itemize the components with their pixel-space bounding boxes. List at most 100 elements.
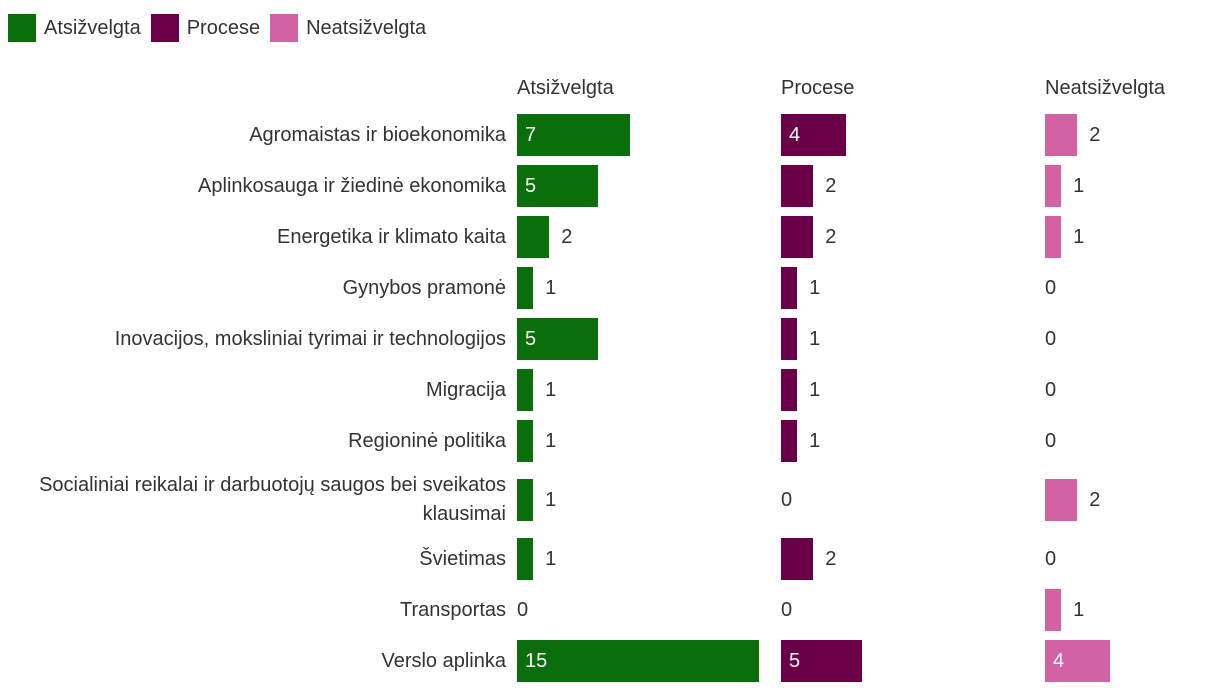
bar <box>1045 216 1062 258</box>
bar <box>517 479 534 521</box>
cell: 2 <box>781 165 1045 207</box>
bar <box>1045 114 1078 156</box>
value-label: 5 <box>525 175 537 197</box>
legend: Atsižvelgta Procese Neatsižvelgta <box>8 14 426 42</box>
bar: 4 <box>1045 640 1110 682</box>
value-label: 1 <box>545 276 557 299</box>
column-header: Neatsižvelgta <box>1045 77 1166 99</box>
value-label: 5 <box>525 328 537 350</box>
legend-label: Procese <box>186 16 261 39</box>
bar <box>781 420 798 462</box>
cell: 15 <box>517 640 781 682</box>
bar: 5 <box>517 165 598 207</box>
legend-label: Atsižvelgta <box>44 16 141 39</box>
spacer <box>0 74 517 105</box>
bar <box>781 165 814 207</box>
value-label: 1 <box>1073 225 1085 248</box>
value-label: 0 <box>1045 429 1057 452</box>
cell: 1 <box>1045 216 1210 258</box>
value-label: 0 <box>781 598 793 621</box>
cell: 2 <box>781 538 1045 580</box>
cell: 0 <box>1045 318 1210 360</box>
plot: Atsižvelgta Procese Neatsižvelgta Agromaist… <box>0 74 1210 682</box>
bar <box>517 369 534 411</box>
cell: 7 <box>517 114 781 156</box>
bar <box>517 267 534 309</box>
column-header: Procese <box>781 77 855 99</box>
bar <box>781 369 798 411</box>
value-label: 5 <box>789 650 801 672</box>
bar <box>1045 165 1062 207</box>
legend-item: Neatsižvelgta <box>270 14 426 42</box>
row-label: Agromaistas ir bioekonomika <box>249 123 506 146</box>
bar <box>1045 589 1062 631</box>
legend-item: Atsižvelgta <box>8 14 141 42</box>
cell: 4 <box>1045 640 1210 682</box>
legend-swatch <box>8 14 36 42</box>
cell: 5 <box>517 165 781 207</box>
value-label: 0 <box>1045 378 1057 401</box>
value-label: 1 <box>809 327 821 350</box>
cell: 0 <box>1045 369 1210 411</box>
value-label: 2 <box>825 174 837 197</box>
row-label: Verslo aplinka <box>381 649 506 672</box>
cell: 2 <box>1045 114 1210 156</box>
value-label: 1 <box>545 378 557 401</box>
bar <box>781 216 814 258</box>
cell: 4 <box>781 114 1045 156</box>
bar <box>1045 479 1078 521</box>
cell: 1 <box>517 420 781 462</box>
row-label: Švietimas <box>419 547 506 570</box>
cell: 2 <box>1045 479 1210 521</box>
value-label: 4 <box>789 124 801 146</box>
value-label: 0 <box>781 488 793 511</box>
bar: 5 <box>781 640 862 682</box>
value-label: 0 <box>1045 547 1057 570</box>
bar: 5 <box>517 318 598 360</box>
cell: 1 <box>517 369 781 411</box>
cell: 0 <box>781 479 1045 521</box>
row-label: Transportas <box>400 598 506 621</box>
value-label: 2 <box>1089 488 1101 511</box>
value-label: 2 <box>825 225 837 248</box>
value-label: 1 <box>1073 598 1085 621</box>
legend-swatch <box>270 14 299 42</box>
value-label: 0 <box>517 598 529 621</box>
value-label: 1 <box>545 488 557 511</box>
cell: 1 <box>781 318 1045 360</box>
value-label: 15 <box>525 650 548 672</box>
cell: 5 <box>517 318 781 360</box>
bar <box>781 318 798 360</box>
cell: 1 <box>781 369 1045 411</box>
value-label: 4 <box>1053 650 1065 672</box>
value-label: 1 <box>1073 174 1085 197</box>
legend-label: Neatsižvelgta <box>306 16 427 39</box>
bar <box>517 538 534 580</box>
row-label: Gynybos pramonė <box>342 276 506 299</box>
bar <box>517 216 550 258</box>
cell: 1 <box>1045 165 1210 207</box>
value-label: 2 <box>561 225 573 248</box>
value-label: 1 <box>545 547 557 570</box>
bar <box>517 420 534 462</box>
value-label: 2 <box>1089 123 1101 146</box>
row-label: Energetika ir klimato kaita <box>277 225 506 248</box>
value-label: 0 <box>1045 327 1057 350</box>
value-label: 7 <box>525 124 537 146</box>
cell: 1 <box>781 420 1045 462</box>
value-label: 1 <box>545 429 557 452</box>
bar: 7 <box>517 114 630 156</box>
bar <box>781 267 798 309</box>
value-label: 1 <box>809 429 821 452</box>
row-label: Inovacijos, moksliniai tyrimai ir techno… <box>114 327 506 350</box>
cell: 2 <box>781 216 1045 258</box>
value-label: 1 <box>809 378 821 401</box>
row-label: Regioninė politika <box>348 429 506 452</box>
cell: 0 <box>781 589 1045 631</box>
bar: 4 <box>781 114 846 156</box>
row-label: Aplinkosauga ir žiedinė ekonomika <box>198 174 506 197</box>
cell: 1 <box>517 538 781 580</box>
row-label: Migracija <box>425 378 506 401</box>
cell: 2 <box>517 216 781 258</box>
